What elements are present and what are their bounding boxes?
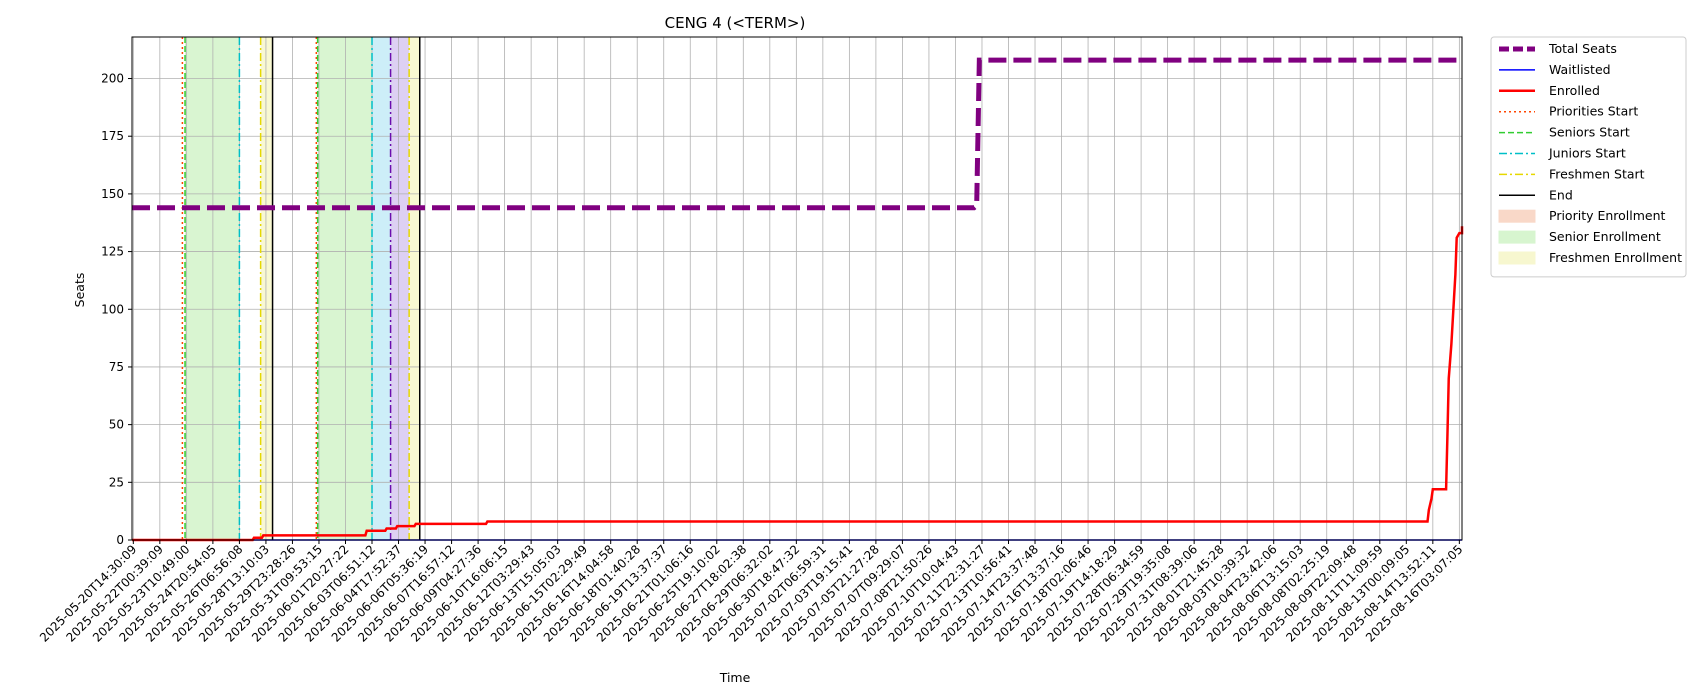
phase-band-freshmen-1 [260, 37, 273, 540]
legend-entry-label: Juniors Start [1548, 146, 1626, 161]
legend-entry-label: Priority Enrollment [1549, 208, 1666, 223]
legend-entry-label: Seniors Start [1549, 125, 1630, 140]
y-axis-label: Seats [72, 273, 87, 308]
legend-swatch [1498, 209, 1536, 223]
series-line-enrolled [132, 226, 1464, 542]
plot-frame [131, 36, 1463, 541]
legend-entry-label: Senior Enrollment [1549, 229, 1661, 244]
y-tick-label: 0 [116, 533, 124, 547]
phase-band-senior-2 [317, 37, 373, 540]
phase-band-sophomore-4 [390, 37, 410, 540]
y-tick-label: 200 [101, 72, 124, 86]
legend-box [1490, 36, 1687, 278]
y-tick-label: 150 [101, 187, 124, 201]
legend-swatch [1498, 230, 1536, 244]
phase-band-senior-0 [185, 37, 240, 540]
y-tick-label: 175 [101, 129, 124, 143]
x-axis-label: Time [719, 670, 751, 685]
legend-entry-label: Priorities Start [1549, 104, 1638, 119]
y-tick-label: 100 [101, 302, 124, 316]
legend-entry-label: Total Seats [1548, 41, 1617, 56]
legend-entry-label: Freshmen Enrollment [1549, 250, 1682, 265]
legend-entry-label: End [1549, 187, 1573, 202]
plot-area: 02550751001251501752002025-05-20T14:30:0… [37, 36, 1465, 645]
series-line-total-seats [132, 57, 1462, 211]
y-tick-label: 125 [101, 245, 124, 259]
legend-swatch [1498, 251, 1536, 265]
y-tick-label: 25 [109, 475, 124, 489]
legend-entry-label: Freshmen Start [1549, 166, 1645, 181]
legend-entry-label: Waitlisted [1549, 62, 1611, 77]
phase-band-junior-3 [372, 37, 391, 540]
phase-band-freshmen-5 [409, 37, 420, 540]
chart-title: CENG 4 (<TERM>) [665, 14, 806, 32]
y-tick-label: 75 [109, 360, 124, 374]
legend-entry-label: Enrolled [1549, 83, 1600, 98]
y-tick-label: 50 [109, 418, 124, 432]
legend: Total Seats Waitlisted Enrolled Priorities … [1490, 36, 1687, 278]
